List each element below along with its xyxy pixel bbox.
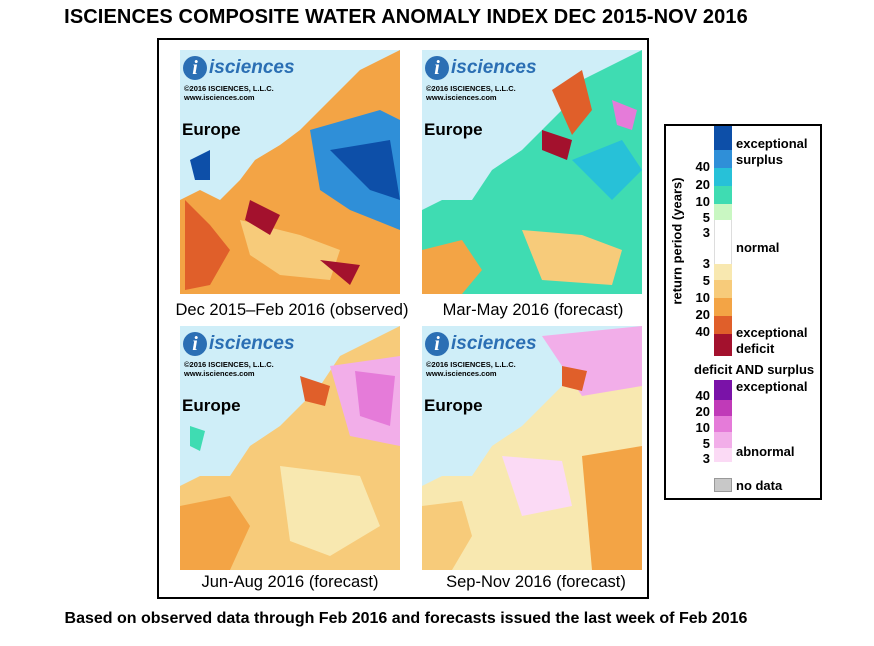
- isciences-logo: i isciences: [183, 56, 295, 80]
- caption-dec-feb: Dec 2015–Feb 2016 (observed): [175, 301, 409, 319]
- swatch-deficit-10: [714, 298, 732, 316]
- tick-surplus-20: 20: [695, 177, 710, 192]
- copyright: ©2016 ISCIENCES, L.L.C.: [426, 360, 516, 369]
- isciences-logo: i isciences: [183, 332, 295, 356]
- swatch-deficit-3: [714, 264, 732, 280]
- swatch-deficit-40: [714, 334, 732, 356]
- tick-deficit-20: 20: [695, 307, 710, 322]
- title: ISCIENCES COMPOSITE WATER ANOMALY INDEX …: [64, 6, 748, 28]
- tick-both-10: 10: [695, 420, 710, 435]
- swatch-deficit-5: [714, 280, 732, 298]
- swatch-surplus-10: [714, 168, 732, 186]
- tick-deficit-5: 5: [702, 273, 710, 288]
- legend-both-label-bottom: abnormal: [736, 444, 795, 459]
- map-panel-mar-may: i isciences ©2016 ISCIENCES, L.L.C. www.is…: [422, 50, 642, 294]
- website: www.isciences.com: [184, 369, 255, 378]
- europe-map-dec-feb: [180, 50, 400, 294]
- swatch-no-data: [714, 478, 732, 492]
- website: www.isciences.com: [426, 369, 497, 378]
- legend-both-title: deficit AND surplus: [694, 362, 815, 377]
- legend-deficit-label-2: deficit: [736, 341, 775, 356]
- isciences-logo: i isciences: [425, 332, 537, 356]
- tick-surplus-40: 40: [695, 159, 710, 174]
- tick-both-20: 20: [695, 404, 710, 419]
- swatch-deficit-20: [714, 316, 732, 334]
- footnote: Based on observed data through Feb 2016 …: [64, 610, 748, 627]
- region-label: Europe: [424, 120, 483, 139]
- caption-mar-may: Mar-May 2016 (forecast): [442, 301, 624, 319]
- swatch-both-5: [714, 432, 732, 448]
- caption-sep-nov: Sep-Nov 2016 (forecast): [446, 573, 626, 591]
- tick-both-5: 5: [702, 436, 710, 451]
- map-panel-jun-aug: i isciences ©2016 ISCIENCES, L.L.C. www.is…: [180, 326, 400, 570]
- europe-map-sep-nov: [422, 326, 642, 570]
- swatch-both-20: [714, 400, 732, 416]
- website: www.isciences.com: [184, 93, 255, 102]
- legend-axis-label: return period (years): [669, 177, 685, 305]
- swatch-both-3: [714, 448, 732, 462]
- tick-both-40: 40: [695, 388, 710, 403]
- tick-surplus-10: 10: [695, 194, 710, 209]
- map-panel-dec-feb: i isciences ©2016 ISCIENCES, L.L.C. www.is…: [180, 50, 400, 294]
- website: www.isciences.com: [426, 93, 497, 102]
- swatch-normal: [714, 220, 732, 264]
- swatch-surplus-5: [714, 186, 732, 204]
- legend: return period (years) exceptional surplu…: [664, 124, 822, 500]
- tick-surplus-3: 3: [702, 225, 710, 240]
- swatch-surplus-20: [714, 150, 732, 168]
- europe-map-jun-aug: [180, 326, 400, 570]
- swatch-both-10: [714, 416, 732, 432]
- region-label: Europe: [182, 120, 241, 139]
- isciences-logo: i isciences: [425, 56, 537, 80]
- copyright: ©2016 ISCIENCES, L.L.C.: [184, 360, 274, 369]
- caption-jun-aug: Jun-Aug 2016 (forecast): [201, 573, 379, 591]
- legend-nodata-label: no data: [736, 478, 783, 493]
- map-panel-sep-nov: i isciences ©2016 ISCIENCES, L.L.C. www.is…: [422, 326, 642, 570]
- swatch-both-40: [714, 380, 732, 400]
- tick-deficit-40: 40: [695, 324, 710, 339]
- swatch-surplus-40: [714, 126, 732, 150]
- tick-both-3: 3: [702, 451, 710, 466]
- tick-deficit-10: 10: [695, 290, 710, 305]
- region-label: Europe: [424, 396, 483, 415]
- legend-surplus-label-2: surplus: [736, 152, 783, 167]
- swatch-surplus-3: [714, 204, 732, 220]
- copyright: ©2016 ISCIENCES, L.L.C.: [184, 84, 274, 93]
- copyright: ©2016 ISCIENCES, L.L.C.: [426, 84, 516, 93]
- europe-map-mar-may: [422, 50, 642, 294]
- legend-both-label-top: exceptional: [736, 379, 808, 394]
- tick-surplus-5: 5: [702, 210, 710, 225]
- legend-normal-label: normal: [736, 240, 780, 255]
- tick-deficit-3: 3: [702, 256, 710, 271]
- legend-deficit-label-1: exceptional: [736, 325, 808, 340]
- region-label: Europe: [182, 396, 241, 415]
- legend-surplus-label-1: exceptional: [736, 136, 808, 151]
